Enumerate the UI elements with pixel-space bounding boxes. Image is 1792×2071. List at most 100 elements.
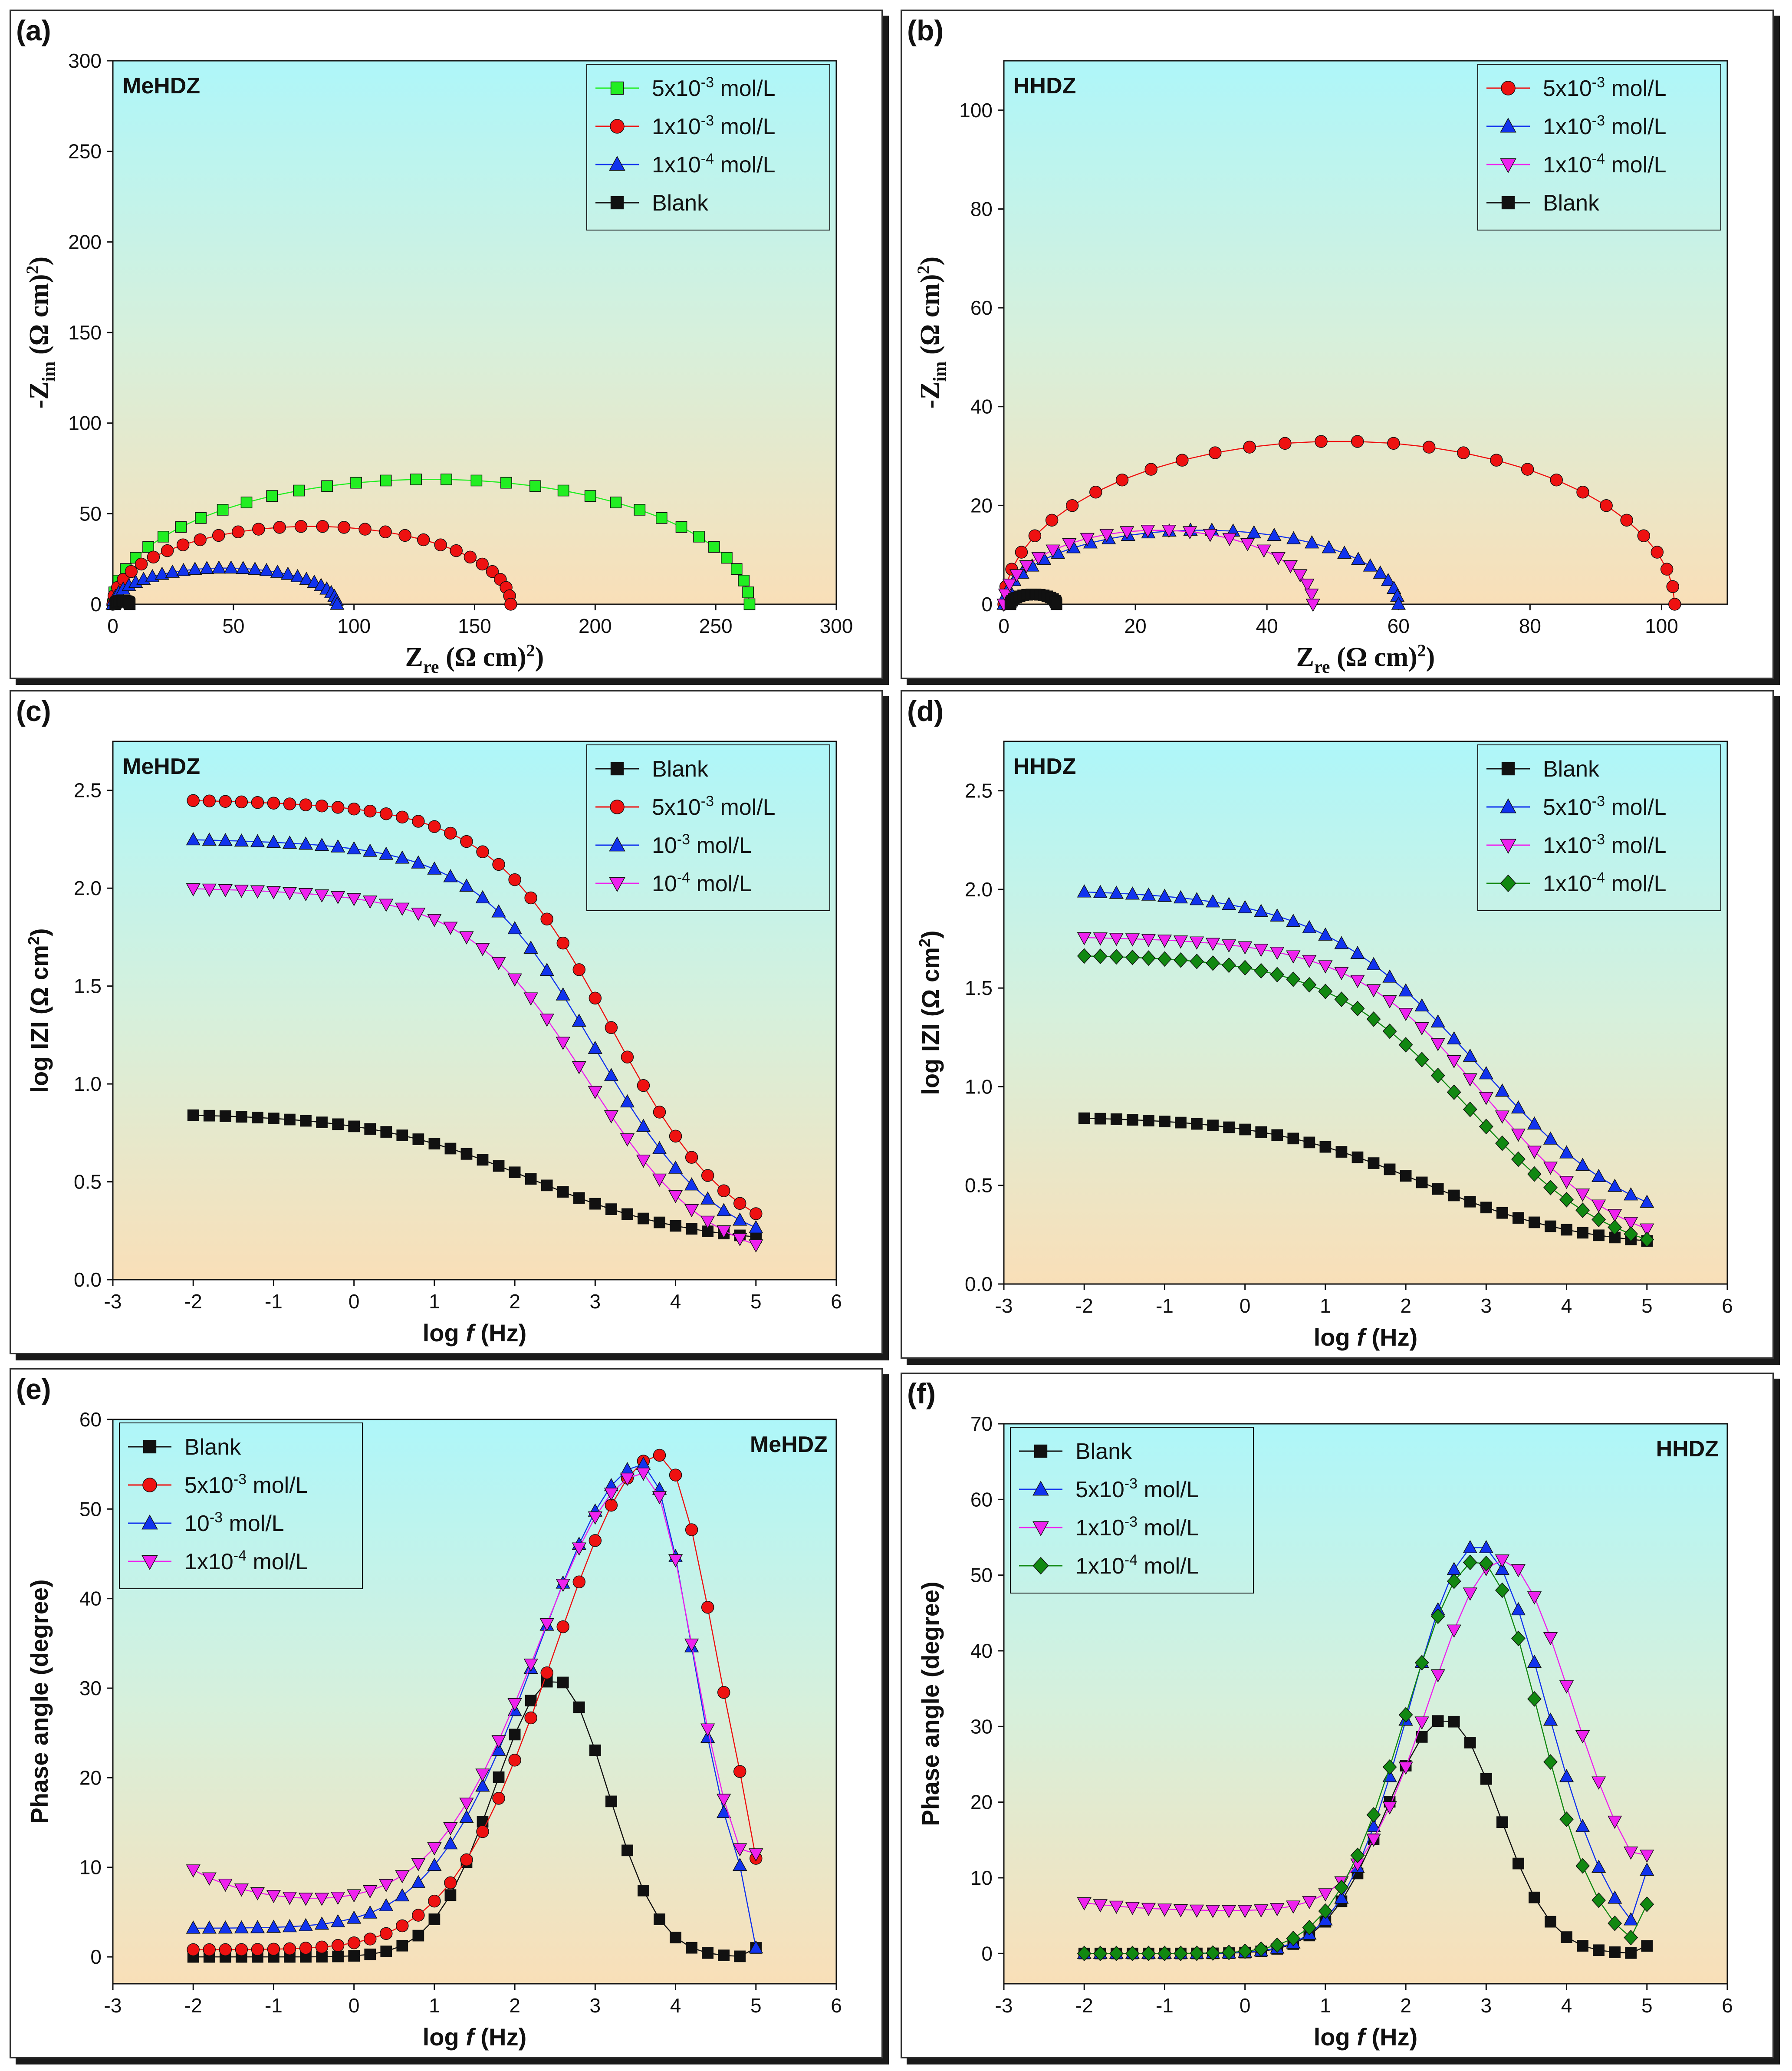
legend-label: 5x10-3 mol/L bbox=[1543, 793, 1667, 820]
data-point bbox=[523, 992, 538, 1006]
data-point bbox=[1576, 485, 1589, 499]
data-point bbox=[1545, 1916, 1556, 1928]
data-point bbox=[124, 598, 136, 610]
data-point bbox=[743, 598, 756, 610]
legend-box bbox=[1477, 744, 1721, 911]
data-point bbox=[314, 1916, 329, 1930]
data-point bbox=[1511, 1100, 1526, 1114]
data-point bbox=[234, 885, 249, 898]
data-point bbox=[557, 1186, 569, 1198]
legend-label: Blank bbox=[1543, 757, 1600, 782]
data-point bbox=[742, 586, 754, 598]
series-1 bbox=[1077, 884, 1654, 1208]
data-point bbox=[717, 1225, 731, 1239]
panel-label: (f) bbox=[907, 1377, 936, 1409]
legend-label: 5x10-3 mol/L bbox=[652, 74, 776, 101]
data-point bbox=[234, 1883, 249, 1897]
legend-marker bbox=[143, 1440, 157, 1454]
data-point bbox=[1270, 967, 1285, 983]
data-point bbox=[636, 1119, 651, 1132]
data-point bbox=[540, 1666, 553, 1679]
data-point bbox=[509, 1729, 521, 1741]
chart-tag: MeHDZ bbox=[122, 754, 200, 779]
legend-label: 5x10-3 mol/L bbox=[652, 793, 776, 820]
data-point bbox=[314, 889, 329, 903]
series-0 bbox=[187, 1109, 762, 1243]
data-point bbox=[250, 885, 265, 899]
legend-label: 1x10-4 mol/L bbox=[1543, 869, 1667, 896]
data-point bbox=[1254, 1904, 1269, 1918]
series-3 bbox=[109, 595, 136, 610]
data-point bbox=[1237, 900, 1253, 913]
data-point bbox=[1144, 463, 1157, 476]
y-tick-label: 0.0 bbox=[965, 1273, 993, 1295]
data-point bbox=[1457, 446, 1470, 459]
data-point bbox=[634, 504, 646, 516]
data-point bbox=[224, 560, 239, 574]
data-point bbox=[1559, 1811, 1574, 1827]
data-point bbox=[217, 504, 229, 516]
data-point bbox=[441, 474, 452, 485]
data-point bbox=[1624, 1912, 1638, 1926]
panel-f: (f) -3 -2 -1 0 1 2 3 4 5 6 0 10 20 30 40 50 60 70 log f (Hz… bbox=[901, 1373, 1774, 2058]
data-point bbox=[1366, 1011, 1381, 1027]
data-point bbox=[1432, 1183, 1444, 1195]
data-point bbox=[1640, 1223, 1654, 1237]
x-tick-label: 100 bbox=[337, 615, 371, 637]
data-point bbox=[218, 1878, 233, 1892]
data-point bbox=[218, 1920, 233, 1934]
data-point bbox=[1237, 941, 1253, 955]
data-point bbox=[589, 1534, 602, 1547]
data-point bbox=[202, 1920, 217, 1934]
data-point bbox=[1350, 945, 1365, 959]
data-point bbox=[331, 1939, 345, 1952]
x-tick-label: -3 bbox=[104, 1994, 122, 2017]
data-point bbox=[1246, 525, 1261, 539]
data-point bbox=[1077, 1946, 1092, 1962]
data-point bbox=[459, 1810, 474, 1823]
data-point bbox=[1302, 1896, 1317, 1910]
data-point bbox=[347, 802, 361, 816]
data-point bbox=[219, 795, 232, 808]
data-point bbox=[668, 1160, 683, 1174]
data-point bbox=[1243, 441, 1256, 454]
y-tick-label: 100 bbox=[68, 412, 102, 435]
data-point bbox=[686, 1942, 697, 1954]
legend-marker bbox=[1034, 1444, 1048, 1458]
data-point bbox=[1593, 1944, 1605, 1956]
data-point bbox=[1077, 948, 1092, 964]
data-point bbox=[749, 1848, 763, 1862]
data-point bbox=[605, 1795, 617, 1808]
data-point bbox=[1109, 949, 1124, 965]
data-point bbox=[1398, 1762, 1413, 1775]
y-axis-title: Phase angle (degree) bbox=[26, 1579, 53, 1824]
data-point bbox=[1077, 932, 1092, 945]
data-point bbox=[1495, 1554, 1510, 1568]
series-3 bbox=[1077, 948, 1654, 1248]
data-point bbox=[1318, 1888, 1333, 1902]
data-point bbox=[1414, 1716, 1429, 1730]
data-point bbox=[477, 1154, 489, 1166]
data-point bbox=[398, 529, 411, 542]
data-point bbox=[250, 834, 265, 847]
data-point bbox=[620, 1133, 635, 1147]
y-tick-label: 1.0 bbox=[965, 1075, 993, 1098]
data-point bbox=[464, 550, 477, 564]
data-point bbox=[267, 797, 280, 810]
data-point bbox=[733, 1233, 747, 1247]
y-tick-label: 250 bbox=[68, 140, 102, 163]
data-point bbox=[412, 1929, 424, 1942]
data-point bbox=[1109, 1900, 1124, 1914]
data-point bbox=[1651, 546, 1664, 559]
x-tick-label: 300 bbox=[820, 615, 853, 637]
data-point bbox=[135, 557, 148, 571]
data-point bbox=[573, 1701, 585, 1713]
x-tick-label: 2 bbox=[1400, 1994, 1411, 2017]
data-point bbox=[1161, 525, 1177, 538]
x-tick-label: 4 bbox=[1561, 1294, 1572, 1317]
data-point bbox=[1366, 984, 1381, 998]
x-tick-label: 0 bbox=[1240, 1994, 1251, 2017]
data-point bbox=[476, 845, 489, 859]
data-point bbox=[1141, 1946, 1156, 1962]
data-point bbox=[247, 561, 263, 575]
